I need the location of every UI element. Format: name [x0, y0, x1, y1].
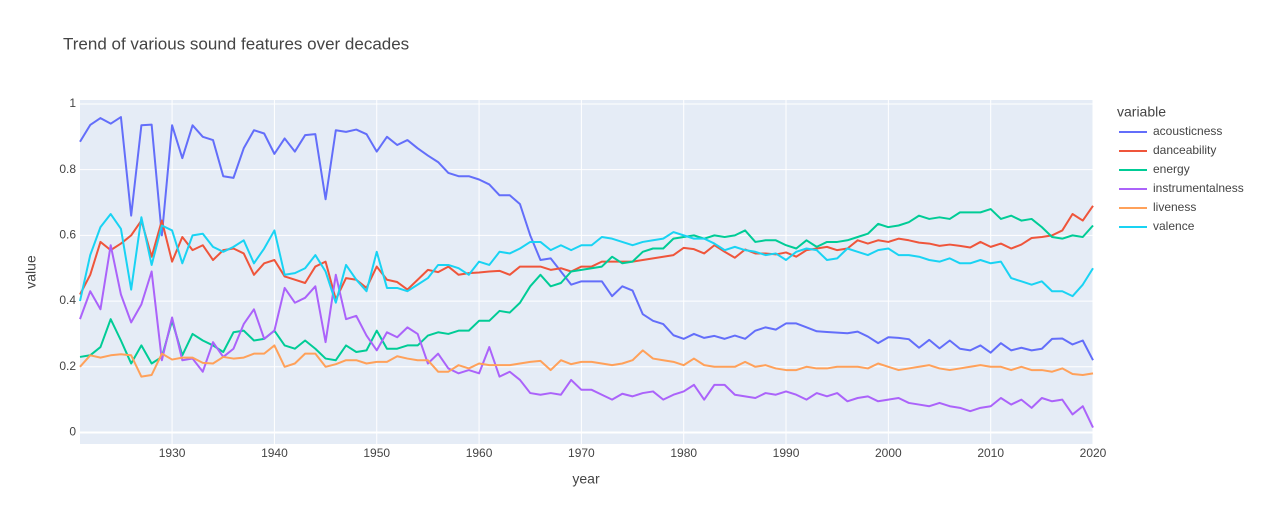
legend-label: liveness — [1153, 200, 1196, 214]
x-tick-label: 1970 — [568, 446, 595, 460]
x-tick-label: 1990 — [773, 446, 800, 460]
legend-label: danceability — [1153, 143, 1216, 157]
chart-title: Trend of various sound features over dec… — [63, 34, 409, 53]
y-tick-label: 0 — [69, 425, 76, 439]
x-axis-label: year — [572, 471, 600, 487]
y-axis-label: value — [23, 255, 39, 289]
x-tick-label: 2000 — [875, 446, 902, 460]
x-tick-label: 1960 — [466, 446, 493, 460]
plot-area — [80, 100, 1093, 444]
line-series — [79, 208, 1094, 365]
line-series — [79, 213, 1094, 304]
line-series — [79, 244, 1094, 429]
legend-label: instrumentalness — [1153, 181, 1244, 195]
line-series — [79, 344, 1094, 378]
x-tick-label: 1980 — [670, 446, 697, 460]
legend-label: acousticness — [1153, 124, 1222, 138]
legend-label: valence — [1153, 219, 1195, 233]
legend-label: energy — [1153, 162, 1190, 176]
x-tick-label: 1950 — [363, 446, 390, 460]
x-tick-label: 1930 — [159, 446, 186, 460]
y-tick-label: 0.2 — [59, 359, 76, 373]
line-series — [79, 205, 1094, 301]
x-tick-label: 1940 — [261, 446, 288, 460]
line-series — [79, 116, 1094, 361]
y-tick-label: 0.8 — [59, 162, 76, 176]
x-tick-label: 2010 — [977, 446, 1004, 460]
x-tick-label: 2020 — [1080, 446, 1107, 460]
y-tick-label: 0.6 — [59, 228, 76, 242]
y-tick-label: 0.4 — [59, 293, 76, 307]
legend-title: variable — [1117, 104, 1166, 120]
y-tick-label: 1 — [69, 96, 76, 110]
